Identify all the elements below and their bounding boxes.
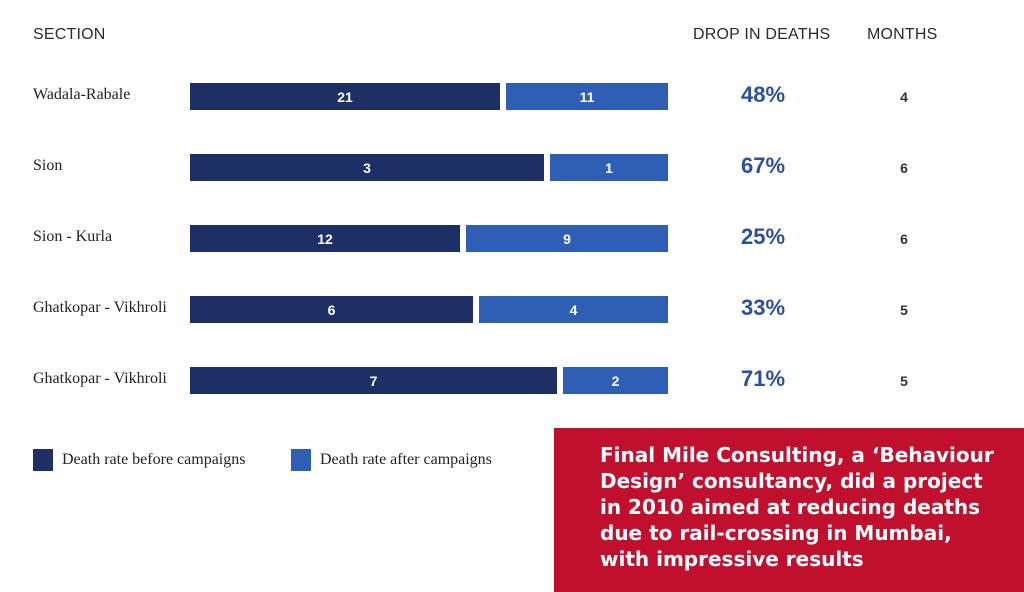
months-value: 6 [900, 160, 908, 176]
bar-after: 9 [466, 225, 668, 252]
drop-in-deaths-value: 48% [740, 82, 786, 107]
drop-in-deaths-value: 71% [740, 366, 786, 391]
row-label: Ghatkopar - Vikhroli [33, 370, 167, 387]
months-value: 5 [900, 302, 908, 318]
row-label: Sion - Kurla [33, 228, 113, 245]
drop-in-deaths-value: 25% [740, 224, 786, 249]
legend-label-before: Death rate before campaigns [62, 451, 246, 468]
row-label: Sion [33, 157, 63, 174]
legend-swatch-after [291, 449, 311, 471]
bar-after: 11 [506, 83, 668, 110]
callout-text: Final Mile Consulting, a ‘Behaviour Desi… [600, 443, 994, 571]
callout-box: Final Mile Consulting, a ‘Behaviour Desi… [554, 428, 1024, 592]
header-drop-in-deaths: DROP IN DEATHS [693, 26, 831, 43]
bar-before: 21 [190, 83, 500, 110]
bar-before: 7 [190, 367, 557, 394]
header-months: MONTHS [867, 26, 938, 43]
drop-in-deaths-value: 67% [740, 153, 786, 178]
bar-before: 12 [190, 225, 460, 252]
row-label: Ghatkopar - Vikhroli [33, 299, 167, 316]
row-label: Wadala-Rabale [33, 86, 131, 103]
months-value: 5 [900, 373, 908, 389]
bar-after: 4 [479, 296, 668, 323]
bar-after: 1 [550, 154, 668, 181]
bar-before: 3 [190, 154, 544, 181]
months-value: 4 [900, 89, 908, 105]
legend-label-after: Death rate after campaigns [320, 451, 492, 468]
bar-after: 2 [563, 367, 668, 394]
legend-swatch-before [33, 449, 53, 471]
header-section: SECTION [33, 26, 106, 43]
drop-in-deaths-value: 33% [740, 295, 786, 320]
months-value: 6 [900, 231, 908, 247]
bar-before: 6 [190, 296, 473, 323]
